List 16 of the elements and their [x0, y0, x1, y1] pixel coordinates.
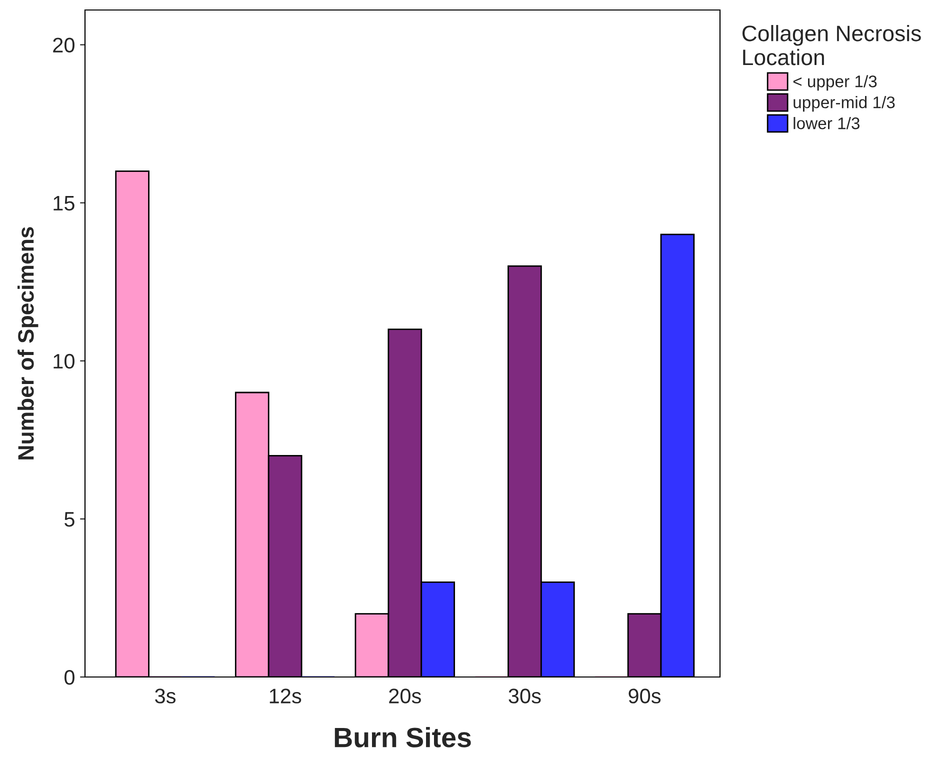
- y-tick-label: 15: [54, 196, 74, 211]
- y-axis-title: Number of Specimens: [18, 227, 38, 460]
- x-axis-title: Burn Sites: [334, 726, 471, 748]
- y-tick-label: 20: [53, 38, 74, 53]
- x-tick-label: 90s: [628, 688, 661, 704]
- legend-label: upper-mid 1/3: [794, 96, 895, 112]
- y-tick-label: 10: [54, 354, 74, 369]
- y-tick-label: 0: [64, 670, 74, 685]
- x-tick-label: 20s: [389, 688, 421, 704]
- y-tick-label: 5: [64, 512, 74, 527]
- x-tick-label: 30s: [508, 688, 541, 704]
- x-tick-label: 12s: [270, 688, 302, 704]
- legend-title: Collagen Necrosis Location: [742, 25, 921, 66]
- legend-label: < upper 1/3: [793, 75, 877, 91]
- x-tick-label: 3s: [155, 688, 176, 704]
- legend-label: lower 1/3: [794, 116, 860, 130]
